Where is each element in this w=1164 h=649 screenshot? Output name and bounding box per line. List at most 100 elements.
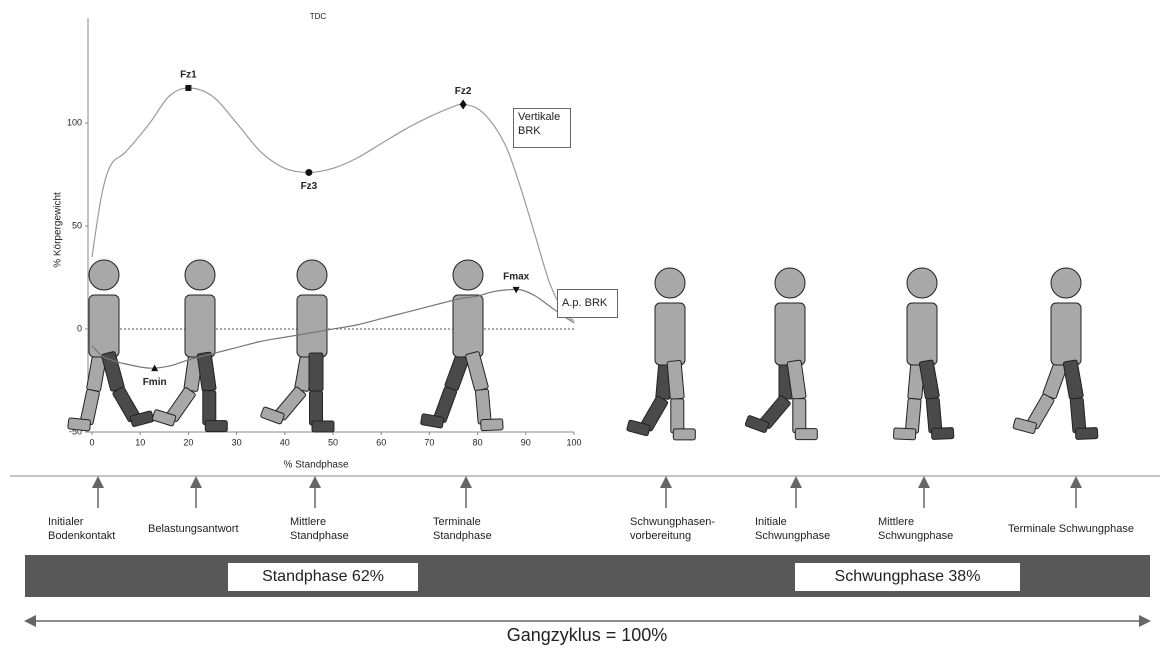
x-tick-label: 30 bbox=[232, 437, 242, 447]
stance-label: Standphase 62% bbox=[228, 563, 418, 591]
torso bbox=[452, 294, 484, 358]
x-tick-label: 100 bbox=[566, 437, 581, 447]
head bbox=[1050, 267, 1082, 299]
phase-label-line: vorbereitung bbox=[630, 530, 692, 543]
limb bbox=[670, 398, 685, 434]
phase-label-line: Mittlere bbox=[878, 516, 915, 528]
torso bbox=[1050, 302, 1082, 366]
annotation-label: Fz1 bbox=[180, 70, 197, 81]
phase-label: Belastungsantwort bbox=[148, 522, 239, 536]
x-tick-label: 0 bbox=[89, 437, 94, 447]
head bbox=[452, 259, 484, 291]
head bbox=[906, 267, 938, 299]
torso bbox=[906, 302, 938, 366]
walker bbox=[744, 267, 818, 441]
x-tick-label: 80 bbox=[473, 437, 483, 447]
phase-label: Initialer Bodenkontakt bbox=[48, 515, 115, 544]
x-tick-label: 60 bbox=[376, 437, 386, 447]
marker bbox=[459, 99, 467, 110]
head bbox=[184, 259, 216, 291]
y-tick-label: 0 bbox=[77, 323, 82, 333]
limb bbox=[792, 398, 807, 434]
limb bbox=[196, 351, 217, 392]
foot bbox=[151, 409, 177, 427]
phase-label-line: Schwungphase bbox=[755, 530, 831, 543]
annotation-label: Fz3 bbox=[301, 181, 318, 192]
limb bbox=[666, 360, 685, 400]
foot bbox=[480, 418, 504, 432]
head bbox=[774, 267, 806, 299]
x-tick-label: 90 bbox=[521, 437, 531, 447]
limb bbox=[1062, 359, 1084, 400]
phase-label: Initiale Schwungphase bbox=[755, 515, 830, 544]
foot bbox=[1012, 417, 1037, 435]
x-tick-label: 70 bbox=[424, 437, 434, 447]
walker bbox=[260, 259, 335, 433]
marker bbox=[512, 286, 520, 294]
annotation-label: Fmax bbox=[503, 272, 530, 283]
cycle-label: Gangzyklus = 100% bbox=[507, 625, 668, 645]
y-tick-label: 50 bbox=[72, 220, 82, 230]
torso bbox=[774, 302, 806, 366]
phase-label-line: Belastungsantwort bbox=[148, 523, 239, 535]
foot bbox=[672, 428, 696, 441]
foot bbox=[794, 428, 818, 441]
head bbox=[296, 259, 328, 291]
annotation-label: Fz2 bbox=[455, 86, 472, 97]
phase-label-line: Schwungphasen- bbox=[630, 516, 716, 528]
phase-label-line: Initiale bbox=[755, 516, 787, 528]
walker bbox=[420, 259, 504, 432]
phase-label: Mittlere Schwungphase bbox=[878, 515, 953, 544]
foot bbox=[893, 427, 917, 441]
head bbox=[654, 267, 686, 299]
foot bbox=[204, 420, 228, 433]
x-tick-label: 50 bbox=[328, 437, 338, 447]
walker bbox=[893, 267, 955, 441]
limb bbox=[475, 388, 492, 425]
limb bbox=[1069, 397, 1087, 434]
phase-label-line: Terminale bbox=[433, 516, 481, 528]
torso bbox=[654, 302, 686, 366]
walker bbox=[67, 259, 155, 432]
foot bbox=[260, 406, 285, 425]
series-line bbox=[91, 87, 575, 322]
limb bbox=[202, 390, 217, 426]
x-tick-label: 40 bbox=[280, 437, 290, 447]
phase-label-line: Schwungphase bbox=[878, 530, 954, 543]
phase-label-line: Standphase bbox=[290, 530, 349, 543]
foot bbox=[744, 415, 770, 433]
foot bbox=[311, 420, 335, 433]
phase-label: Schwungphasen-vorbereitung bbox=[630, 515, 715, 544]
chart-title: TDC bbox=[310, 12, 327, 21]
walker bbox=[151, 259, 228, 433]
head bbox=[88, 259, 120, 291]
walker bbox=[626, 267, 696, 441]
phase-label-line: Initialer bbox=[48, 516, 84, 528]
limb bbox=[465, 351, 489, 392]
legend-entry: A.p. BRK bbox=[557, 289, 618, 318]
limb bbox=[925, 397, 943, 434]
foot bbox=[420, 413, 445, 429]
x-tick-label: 20 bbox=[183, 437, 193, 447]
marker bbox=[305, 168, 313, 176]
walker bbox=[1012, 267, 1099, 440]
phase-label-line: Mittlere bbox=[290, 516, 327, 528]
limb bbox=[309, 390, 323, 426]
annotation-label: Fmin bbox=[143, 377, 167, 388]
y-tick-label: -50 bbox=[69, 426, 82, 436]
foot bbox=[67, 417, 92, 432]
phase-label: Terminale Standphase bbox=[433, 515, 492, 544]
legend-entry: Vertikale BRK bbox=[513, 108, 571, 148]
x-tick-label: 10 bbox=[135, 437, 145, 447]
foot bbox=[129, 410, 155, 427]
foot bbox=[930, 427, 955, 440]
torso bbox=[296, 294, 328, 358]
phase-label-line: Terminale Schwungphase bbox=[1008, 523, 1134, 535]
limb bbox=[308, 352, 324, 392]
limb bbox=[904, 397, 922, 434]
y-axis-label: % Körpergewicht bbox=[53, 192, 64, 268]
phase-label-line: Bodenkontakt bbox=[48, 530, 116, 543]
phase-label: Terminale Schwungphase bbox=[1008, 522, 1134, 536]
